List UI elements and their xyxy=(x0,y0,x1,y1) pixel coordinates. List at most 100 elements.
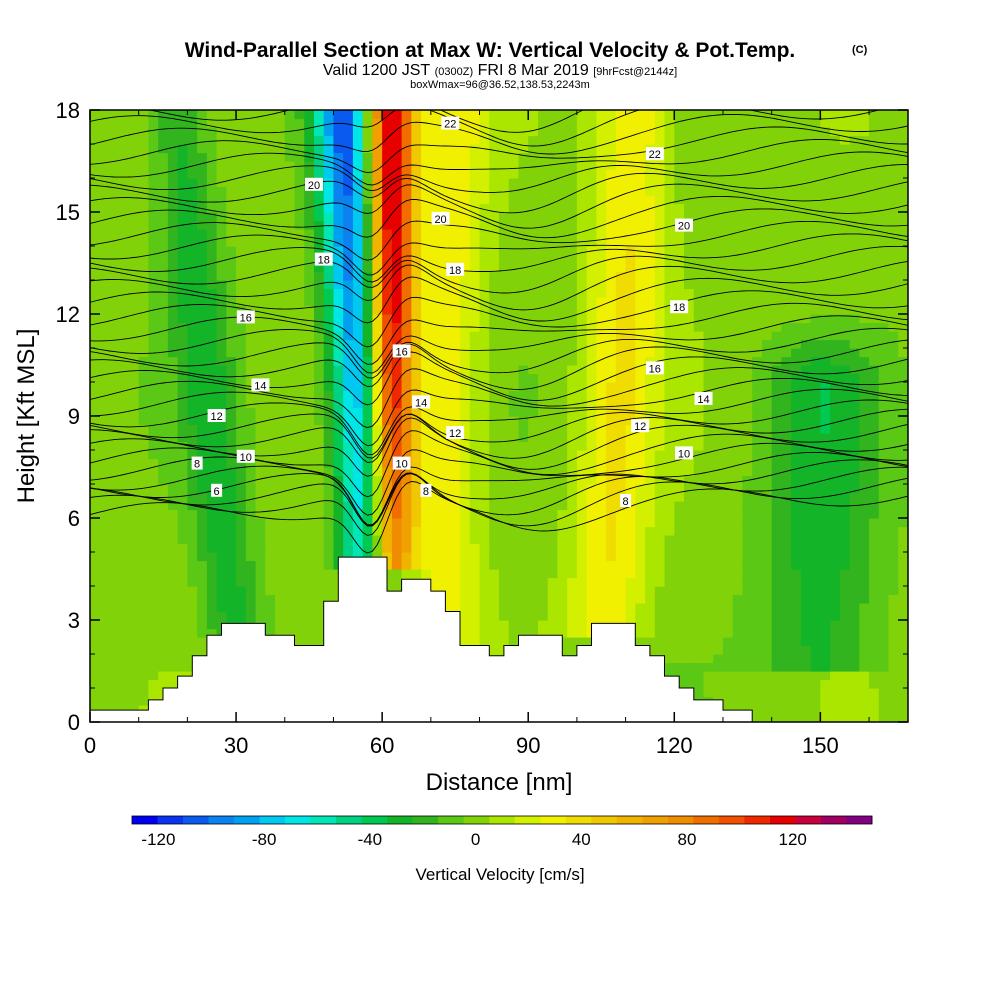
velocity-cell xyxy=(635,467,646,477)
velocity-cell xyxy=(499,509,510,519)
velocity-cell xyxy=(284,161,296,171)
velocity-cell xyxy=(547,263,559,273)
velocity-cell xyxy=(206,271,218,281)
velocity-cell xyxy=(460,246,471,256)
velocity-cell xyxy=(167,637,179,647)
velocity-cell xyxy=(664,271,675,281)
velocity-cell xyxy=(313,475,325,485)
velocity-cell xyxy=(187,186,198,196)
velocity-cell xyxy=(158,671,169,681)
velocity-cell xyxy=(499,535,510,545)
velocity-cell xyxy=(352,212,364,222)
velocity-cell xyxy=(479,118,490,128)
velocity-cell xyxy=(343,297,354,307)
velocity-cell xyxy=(752,501,763,511)
velocity-cell xyxy=(674,280,685,290)
velocity-cell xyxy=(606,186,617,196)
velocity-cell xyxy=(226,297,237,307)
velocity-cell xyxy=(177,467,188,477)
velocity-cell xyxy=(761,713,773,722)
velocity-cell xyxy=(304,543,315,553)
velocity-cell xyxy=(421,195,432,205)
velocity-cell xyxy=(450,467,461,477)
velocity-cell xyxy=(489,424,500,434)
velocity-cell xyxy=(401,390,412,400)
velocity-cell xyxy=(722,450,734,460)
velocity-cell xyxy=(255,484,266,494)
velocity-cell xyxy=(284,458,296,468)
velocity-cell xyxy=(323,492,335,502)
velocity-cell xyxy=(489,314,500,324)
velocity-cell xyxy=(557,254,568,264)
velocity-cell xyxy=(197,390,208,400)
velocity-cell xyxy=(703,594,714,604)
velocity-cell xyxy=(460,577,471,587)
velocity-cell xyxy=(372,501,383,511)
velocity-cell xyxy=(158,526,169,536)
velocity-cell xyxy=(664,110,675,120)
velocity-cell xyxy=(255,339,266,349)
velocity-cell xyxy=(518,382,529,392)
velocity-cell xyxy=(547,339,559,349)
velocity-cell xyxy=(343,433,354,443)
velocity-cell xyxy=(90,637,101,647)
velocity-cell xyxy=(167,577,179,587)
velocity-cell xyxy=(557,280,568,290)
velocity-cell xyxy=(265,382,276,392)
velocity-cell xyxy=(732,535,744,545)
velocity-cell xyxy=(382,458,393,468)
velocity-cell xyxy=(255,603,266,613)
velocity-cell xyxy=(226,186,237,196)
velocity-cell xyxy=(401,135,412,145)
velocity-cell xyxy=(654,594,666,604)
velocity-cell xyxy=(177,118,188,128)
velocity-cell xyxy=(391,297,403,307)
velocity-cell xyxy=(713,501,724,511)
velocity-cell xyxy=(460,441,471,451)
velocity-cell xyxy=(362,518,374,528)
velocity-cell xyxy=(664,501,675,511)
velocity-cell xyxy=(664,305,675,315)
velocity-cell xyxy=(158,118,169,128)
velocity-cell xyxy=(411,178,422,188)
velocity-cell xyxy=(294,467,305,477)
velocity-cell xyxy=(294,424,305,434)
velocity-cell xyxy=(703,322,714,332)
velocity-cell xyxy=(703,645,714,655)
velocity-cell xyxy=(265,135,276,145)
velocity-cell xyxy=(576,390,588,400)
velocity-cell xyxy=(372,373,383,383)
velocity-cell xyxy=(713,365,724,375)
velocity-cell xyxy=(684,552,695,562)
velocity-cell xyxy=(323,212,335,222)
velocity-cell xyxy=(645,339,656,349)
velocity-cell xyxy=(469,433,481,443)
velocity-cell xyxy=(138,297,150,307)
velocity-cell xyxy=(557,118,568,128)
velocity-cell xyxy=(674,322,685,332)
velocity-cell xyxy=(109,356,120,366)
velocity-cell xyxy=(684,399,695,409)
velocity-cell xyxy=(489,467,500,477)
velocity-cell xyxy=(128,526,140,536)
velocity-cell xyxy=(479,484,490,494)
velocity-cell xyxy=(216,161,227,171)
velocity-cell xyxy=(382,407,393,417)
velocity-cell xyxy=(333,535,344,545)
velocity-cell xyxy=(742,569,753,579)
velocity-cell xyxy=(119,254,130,264)
velocity-cell xyxy=(109,348,120,358)
velocity-cell xyxy=(265,127,276,137)
velocity-cell xyxy=(732,263,744,273)
velocity-cell xyxy=(508,628,520,638)
velocity-cell xyxy=(401,365,412,375)
velocity-cell xyxy=(430,203,442,213)
velocity-cell xyxy=(352,552,364,562)
velocity-cell xyxy=(128,305,140,315)
velocity-cell xyxy=(421,526,432,536)
velocity-cell xyxy=(119,263,130,273)
velocity-cell xyxy=(382,110,393,120)
velocity-cell xyxy=(664,671,675,681)
velocity-cell xyxy=(158,110,169,120)
velocity-cell xyxy=(265,501,276,511)
